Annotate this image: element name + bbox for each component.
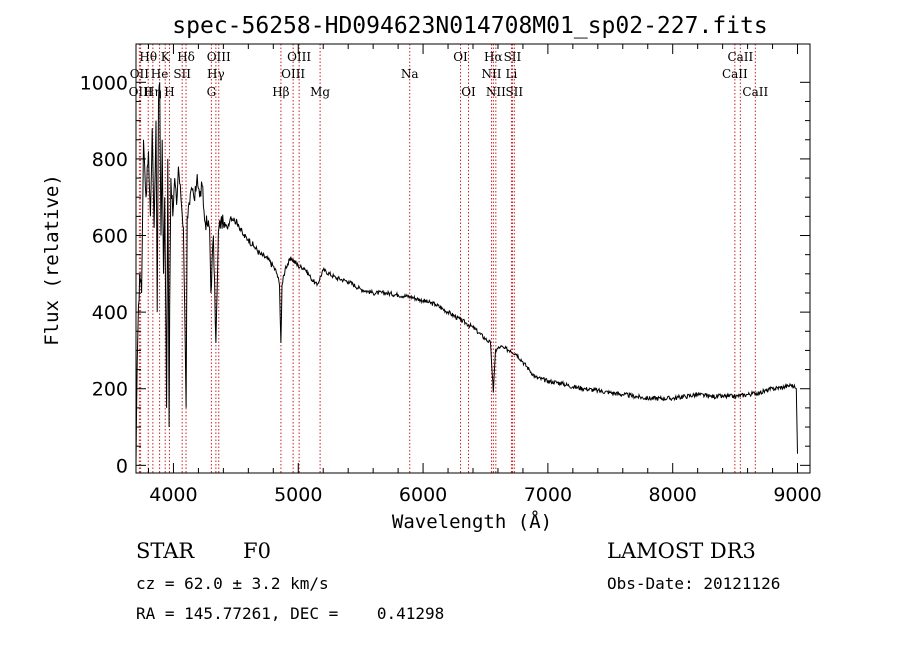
spectral-line-label: SII: [173, 67, 191, 81]
spectral-line-label: G: [207, 85, 217, 99]
y-tick-label: 800: [92, 149, 128, 171]
spectral-line-label: Hδ: [177, 50, 195, 64]
y-tick-label: 1000: [80, 72, 128, 94]
x-axis-label: Wavelength (Å): [392, 510, 552, 533]
spectral-line-label: Mg: [310, 85, 330, 99]
x-tick-label: 5000: [274, 484, 322, 506]
spectral-line-label: Hη: [144, 85, 162, 99]
spectral-line-label: OII: [130, 67, 150, 81]
spectral-line-label: H: [164, 85, 174, 99]
spectral-line-label: CaII: [722, 67, 748, 81]
spectral-line-label: SII: [504, 50, 522, 64]
spectral-line-label: Li: [506, 67, 518, 81]
spectral-line-label: Hβ: [272, 85, 289, 99]
y-tick-label: 200: [92, 379, 128, 401]
chart-title: spec-56258-HD094623N014708M01_sp02-227.f…: [172, 13, 767, 39]
spectral-line-label: SII: [505, 85, 523, 99]
y-tick-label: 400: [92, 302, 128, 324]
spectral-line-label: CaII: [727, 50, 753, 64]
spectral-line-label: Hα: [484, 50, 503, 64]
obs-date-text: Obs-Date: 20121126: [607, 574, 781, 593]
spectral-lines-layer: [138, 44, 756, 473]
flux-series-line: [135, 82, 798, 466]
spectral-line-label: CaII: [742, 85, 768, 99]
subclass: F0: [243, 539, 271, 563]
y-axis-ticks: 0 200 400 600 800 1000: [80, 72, 810, 477]
spectral-line-label: OIII: [281, 67, 305, 81]
spectral-line-label: OIII: [129, 85, 153, 99]
spectral-line-label: OI: [453, 50, 468, 64]
y-axis-label: Flux (relative): [41, 174, 63, 346]
y-tick-label: 0: [116, 455, 128, 477]
x-tick-label: 7000: [524, 484, 572, 506]
spectral-line-label: Na: [401, 67, 419, 81]
x-tick-label: 9000: [773, 484, 821, 506]
y-tick-label: 600: [92, 226, 128, 248]
coordinates-text: RA = 145.77261, DEC = 0.41298: [136, 604, 445, 623]
x-axis-ticks: 4000 5000 6000 7000 8000 9000: [147, 44, 822, 506]
survey-name: LAMOST DR3: [607, 539, 756, 563]
plot-frame: [135, 43, 811, 474]
spectral-line-label: OI: [461, 85, 476, 99]
spectral-line-label: NII: [486, 85, 506, 99]
x-tick-label: 8000: [649, 484, 697, 506]
spectral-line-label: He: [151, 67, 169, 81]
spectral-line-label: Hθ: [139, 50, 157, 64]
x-tick-label: 6000: [399, 484, 447, 506]
x-tick-label: 4000: [149, 484, 197, 506]
spectral-line-label: OIII: [207, 50, 231, 64]
spectral-line-label: Hγ: [207, 67, 225, 81]
redshift-text: cz = 62.0 ± 3.2 km/s: [136, 574, 329, 593]
spectral-line-label: NII: [481, 67, 501, 81]
object-class: STAR: [136, 539, 195, 563]
spectral-line-label: K: [161, 50, 171, 64]
spectral-line-label: OIII: [287, 50, 311, 64]
